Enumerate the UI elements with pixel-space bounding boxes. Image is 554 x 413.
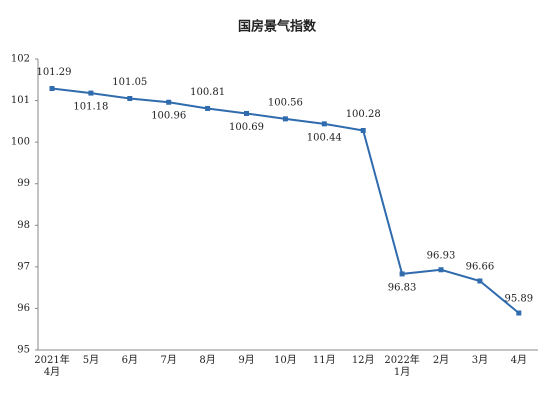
y-tick-label: 101 [11, 95, 30, 106]
data-label: 101.29 [37, 67, 72, 78]
point [127, 95, 133, 101]
chart-title: 国房景气指数 [238, 19, 317, 35]
y-tick-label: 95 [17, 345, 30, 356]
x-tick-label: 12月 [351, 355, 375, 366]
data-label: 100.96 [151, 111, 186, 122]
point [49, 86, 55, 92]
line [51, 87, 520, 314]
data-label: 96.93 [427, 250, 456, 261]
point [360, 128, 366, 134]
point [321, 121, 327, 127]
point [282, 116, 288, 122]
x-tick-label: 6月 [121, 355, 138, 366]
x-tick-label: 2022年 1月 [384, 355, 420, 378]
data-label: 96.66 [466, 261, 495, 272]
y-tick-label: 99 [17, 178, 30, 189]
y-tick-label: 98 [17, 220, 30, 231]
y-tick-label: 100 [11, 137, 30, 148]
x-tick-label: 2021年 4月 [34, 355, 70, 378]
x-tick-label: 2月 [432, 355, 450, 366]
data-label: 101.05 [112, 77, 147, 88]
x-tick-label: 3月 [471, 355, 489, 366]
point [477, 278, 483, 284]
y-tick-label: 102 [11, 54, 30, 65]
x-tick-label: 7月 [160, 355, 177, 366]
data-label: 100.28 [346, 109, 381, 120]
y-tick-label: 97 [17, 261, 30, 272]
point [244, 110, 249, 116]
data-label: 100.56 [268, 97, 303, 108]
point [438, 267, 444, 273]
x-tick-label: 11月 [312, 355, 336, 366]
point [166, 99, 172, 105]
point [516, 310, 522, 316]
x-tick-label: 9月 [238, 355, 255, 366]
x-tick-label: 10月 [274, 355, 297, 366]
data-label: 101.18 [73, 102, 108, 113]
data-label: 95.89 [504, 294, 533, 305]
data-label: 100.44 [307, 132, 342, 143]
x-tick-label: 4月 [510, 355, 527, 366]
x-tick-label: 5月 [82, 355, 100, 366]
point [205, 105, 211, 111]
data-label: 100.81 [190, 87, 225, 98]
y-tick-label: 96 [17, 303, 30, 314]
data-label: 96.83 [388, 282, 417, 293]
data-label: 100.69 [229, 122, 264, 133]
point [88, 90, 94, 96]
point [399, 271, 405, 277]
x-tick-label: 8月 [199, 355, 216, 366]
